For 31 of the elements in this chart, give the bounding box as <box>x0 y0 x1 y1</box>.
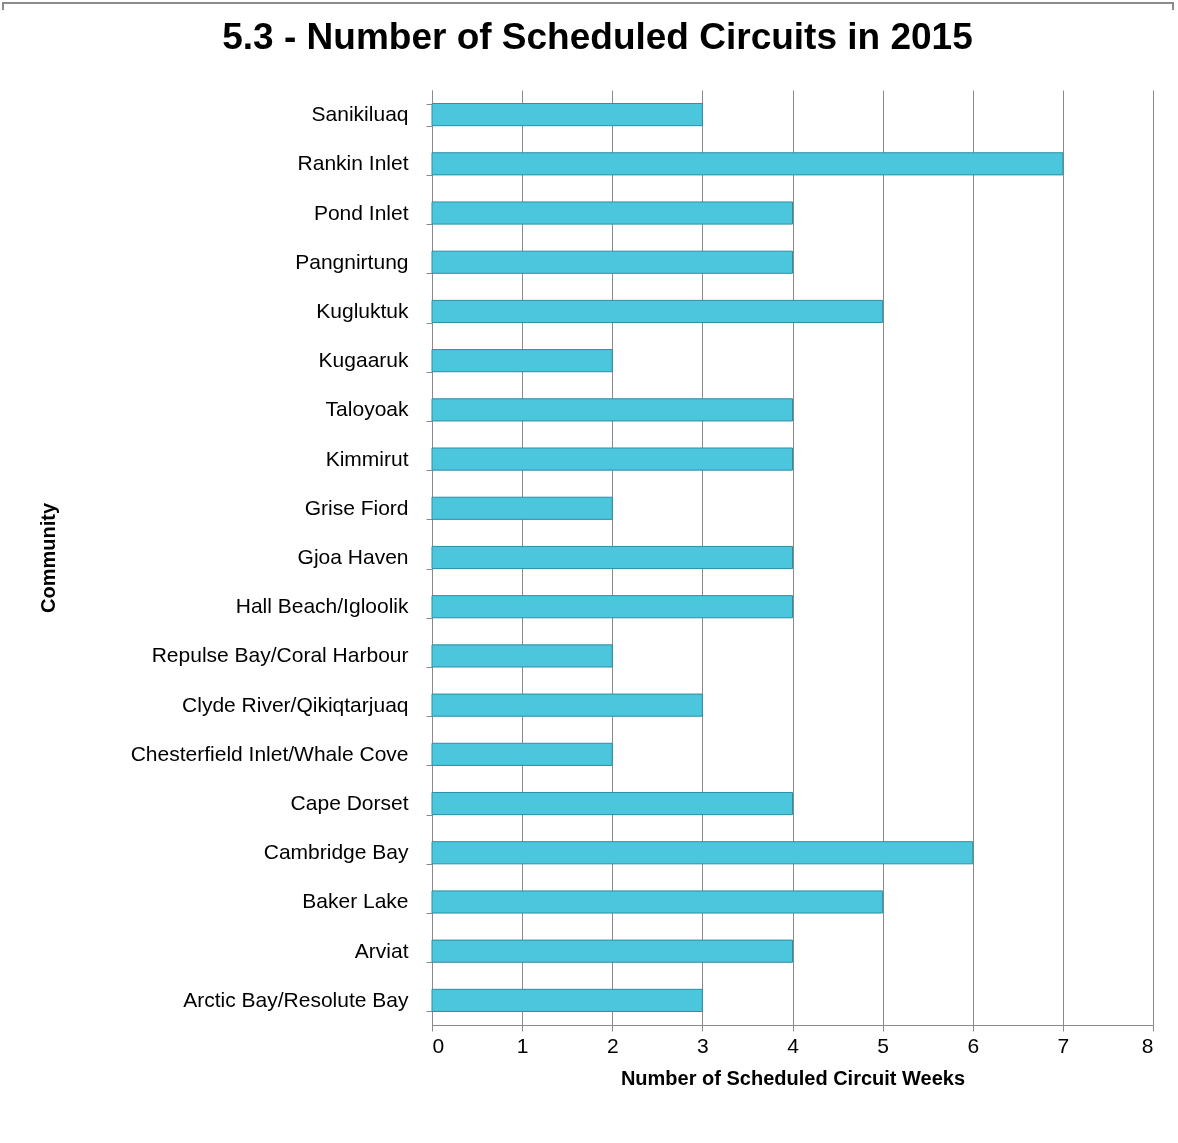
x-tick-label: 8 <box>1141 1033 1154 1057</box>
y-tick-label: Cape Dorset <box>290 791 409 815</box>
y-tick-label: Rankin Inlet <box>297 151 409 175</box>
y-tick-label: Pond Inlet <box>313 200 409 224</box>
x-tick-label: 4 <box>787 1033 800 1057</box>
y-tick-label: Sanikiluaq <box>311 102 409 126</box>
chart-title: 5.3 - Number of Scheduled Circuits in 2015 <box>222 16 973 57</box>
y-tick-label: Pangnirtung <box>295 249 409 273</box>
y-tick-label: Clyde River/Qikiqtarjuaq <box>182 692 409 716</box>
y-tick-label: Taloyoak <box>325 397 409 421</box>
y-tick-label: Grise Fiord <box>304 495 409 519</box>
y-tick-label: Gjoa Haven <box>297 545 409 568</box>
y-tick-label: Kugluktuk <box>316 298 409 322</box>
y-tick-label: Cambridge Bay <box>263 840 409 864</box>
y-axis-title: Community <box>36 502 59 613</box>
y-tick-label: Chesterfield Inlet/Whale Cove <box>130 741 409 765</box>
x-tick-label: 6 <box>967 1033 980 1057</box>
y-tick-label: Hall Beach/Igloolik <box>235 594 409 618</box>
x-tick-label: 2 <box>606 1033 619 1057</box>
x-axis-title: Number of Scheduled Circuit Weeks <box>620 1066 966 1089</box>
x-tick-label: 1 <box>516 1033 529 1057</box>
x-tick-label: 5 <box>877 1033 889 1057</box>
x-tick-label: 3 <box>697 1033 709 1057</box>
y-tick-label: Kugaaruk <box>318 348 409 372</box>
y-tick-label: Repulse Bay/Coral Harbour <box>151 643 409 667</box>
x-tick-label: 7 <box>1057 1033 1070 1057</box>
y-tick-label: Arviat <box>354 938 409 962</box>
x-tick-label: 0 <box>432 1033 445 1057</box>
y-tick-label: Baker Lake <box>302 889 409 913</box>
y-tick-label: Arctic Bay/Resolute Bay <box>183 987 409 1011</box>
y-tick-label: Kimmirut <box>325 446 409 470</box>
